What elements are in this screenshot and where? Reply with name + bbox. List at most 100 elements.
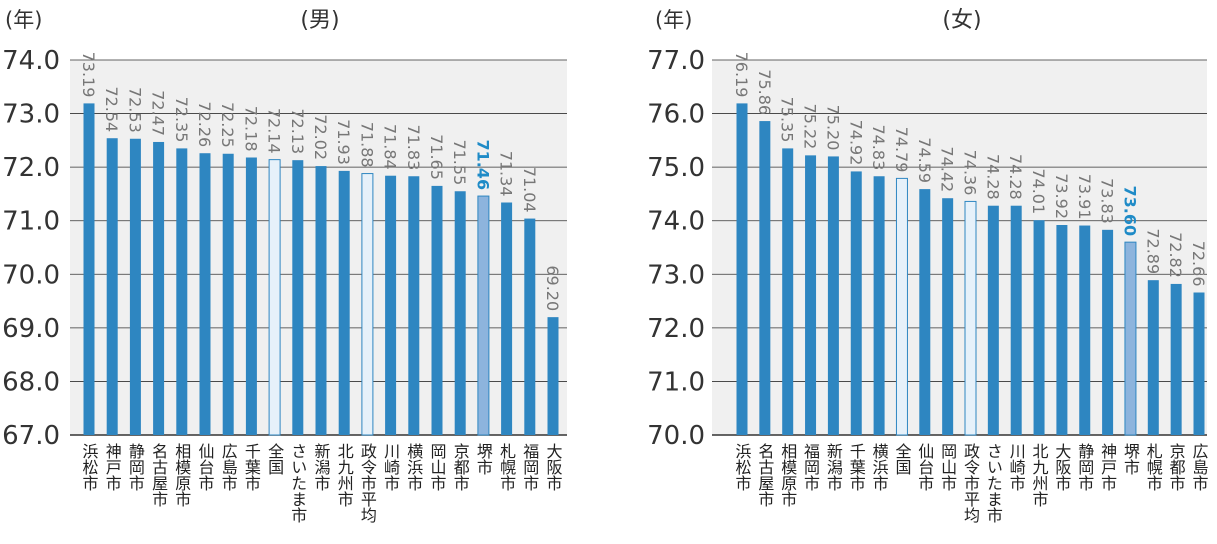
bar: [1056, 225, 1068, 435]
bar: [736, 103, 748, 436]
bar: [477, 195, 490, 436]
y-tick-label: 70.0: [2, 260, 60, 290]
category-label: 福岡市: [801, 443, 820, 491]
bar: [873, 176, 885, 435]
category-label: 仙台市: [915, 443, 934, 491]
category-label: 川崎市: [1007, 443, 1026, 491]
data-label: 72.47: [149, 90, 168, 136]
bar: [245, 157, 257, 435]
bar: [454, 191, 466, 435]
category-label: 全国: [265, 443, 284, 475]
category-label: 千葉市: [847, 443, 866, 491]
bar: [501, 202, 513, 435]
data-label: 74.28: [983, 154, 1002, 200]
data-label: 74.92: [846, 120, 865, 166]
data-label: 71.34: [497, 151, 516, 197]
data-label: 72.89: [1143, 228, 1162, 274]
category-label: さいたま市: [288, 443, 307, 523]
category-label: 北九州市: [335, 443, 354, 507]
category-label: 福岡市: [520, 443, 539, 491]
data-label: 72.14: [265, 108, 284, 154]
y-tick-label: 74.0: [647, 207, 705, 237]
bar: [1124, 241, 1137, 436]
data-label: 72.82: [1166, 232, 1185, 278]
data-label: 71.55: [450, 139, 469, 185]
y-tick-label: 69.0: [2, 314, 60, 344]
y-tick-label: 76.0: [647, 100, 705, 130]
y-axis-unit-label: (年): [655, 8, 692, 32]
bar: [361, 173, 374, 436]
category-label: 京都市: [1167, 443, 1186, 491]
bar: [1193, 292, 1205, 435]
data-label: 71.84: [381, 124, 400, 170]
data-label: 74.36: [961, 150, 980, 196]
category-label: 広島市: [219, 443, 238, 491]
bar: [827, 156, 839, 435]
bar: [1010, 205, 1022, 435]
bar: [408, 176, 420, 435]
data-label: 73.91: [1075, 174, 1094, 220]
bar: [268, 159, 281, 436]
bar: [524, 218, 536, 435]
bar: [1033, 220, 1045, 435]
data-label: 74.79: [892, 127, 911, 173]
category-label: 政令市平均: [961, 443, 980, 524]
bar: [176, 148, 188, 435]
y-tick-label: 71.0: [647, 367, 705, 397]
category-label: 大阪市: [544, 443, 563, 491]
bar: [315, 166, 327, 436]
data-label: 71.46: [473, 139, 492, 190]
data-label: 73.60: [1120, 186, 1139, 237]
chart-title: (女): [942, 8, 981, 33]
category-label: 新潟市: [312, 443, 331, 491]
category-label: 岡山市: [428, 443, 447, 491]
bar: [1102, 229, 1114, 435]
category-label: 札幌市: [1144, 443, 1163, 491]
category-label: 静岡市: [1075, 443, 1094, 491]
bar: [942, 198, 954, 435]
bar: [895, 177, 908, 436]
category-label: 名古屋市: [149, 443, 168, 507]
category-label: さいたま市: [984, 443, 1003, 523]
data-label: 71.88: [357, 122, 376, 168]
bar: [83, 103, 95, 436]
bar: [782, 148, 794, 435]
category-label: 全国: [892, 443, 911, 475]
data-label: 72.53: [125, 87, 144, 133]
data-label: 75.20: [823, 105, 842, 151]
category-label: 相模原市: [778, 443, 797, 507]
category-label: 神戸市: [1098, 443, 1117, 491]
data-label: 74.01: [1029, 168, 1048, 214]
bar: [129, 138, 141, 435]
category-label: 川崎市: [381, 443, 400, 491]
category-label: 千葉市: [242, 443, 261, 491]
data-label: 73.83: [1098, 178, 1117, 224]
category-label: 堺市: [1121, 443, 1140, 475]
data-label: 72.18: [241, 106, 260, 152]
chart-title: (男): [300, 8, 339, 33]
category-label: 新潟市: [824, 443, 843, 491]
data-label: 72.54: [102, 86, 121, 132]
data-label: 73.19: [79, 52, 98, 98]
y-tick-label: 71.0: [2, 207, 60, 237]
bar: [199, 153, 211, 435]
y-tick-label: 73.0: [647, 260, 705, 290]
bar: [759, 121, 771, 436]
bar: [547, 317, 559, 435]
bar: [106, 138, 118, 435]
category-label: 浜松市: [733, 443, 752, 491]
data-label: 71.65: [427, 134, 446, 180]
data-label: 72.02: [311, 114, 330, 160]
data-label: 72.26: [195, 101, 214, 147]
bar: [1079, 225, 1091, 435]
bar: [919, 189, 931, 435]
category-label: 名古屋市: [755, 443, 774, 507]
category-label: 静岡市: [126, 443, 145, 491]
bar: [1147, 280, 1159, 435]
category-label: 相模原市: [172, 443, 191, 507]
y-axis-unit-label: (年): [5, 8, 42, 32]
category-label: 札幌市: [497, 443, 516, 491]
data-label: 74.28: [1006, 154, 1025, 200]
data-label: 71.93: [334, 119, 353, 165]
bar: [1170, 283, 1182, 435]
